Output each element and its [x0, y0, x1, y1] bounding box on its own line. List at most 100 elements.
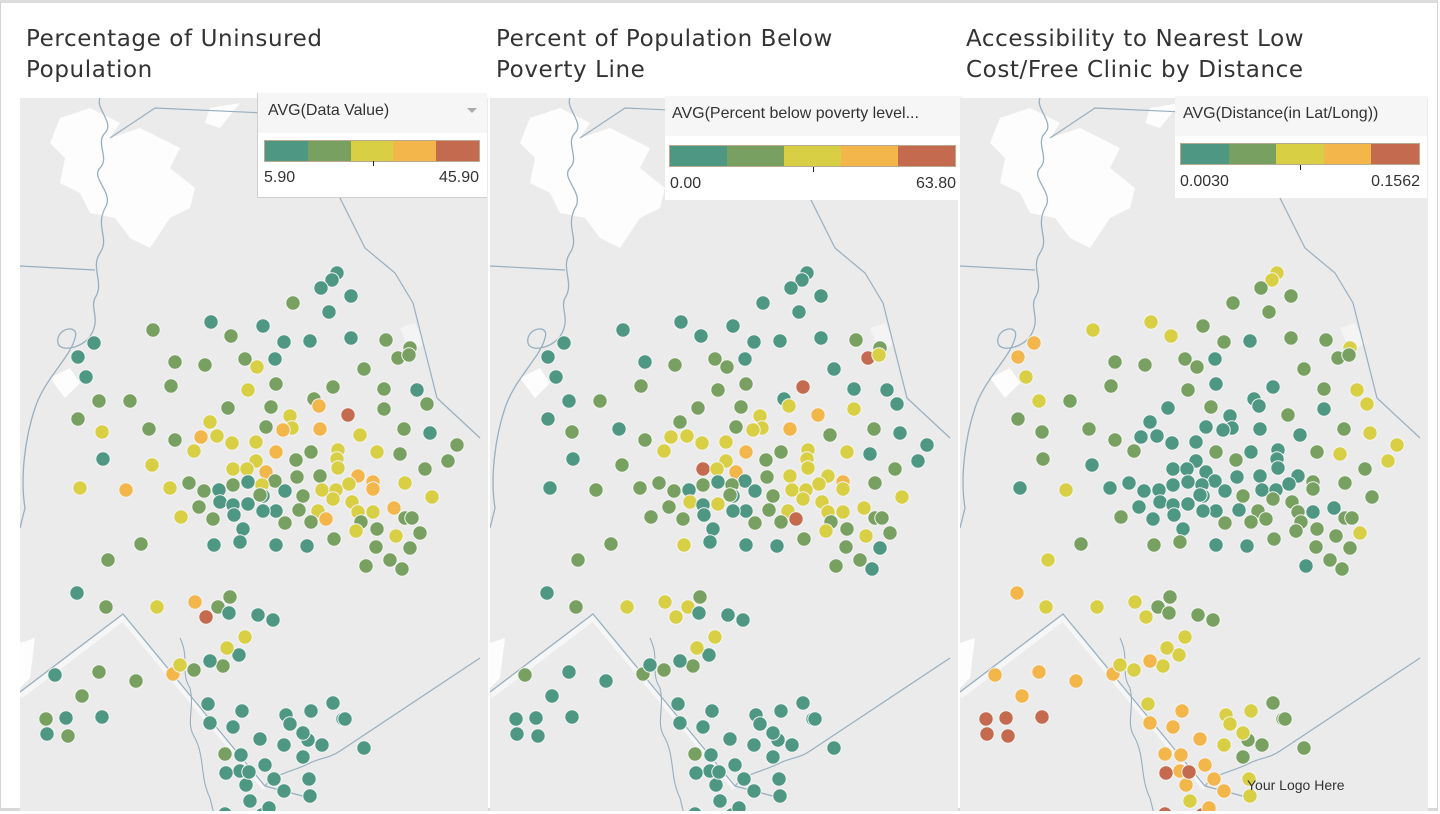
tract-point[interactable] [1334, 561, 1350, 577]
tract-point[interactable] [670, 696, 686, 712]
tract-point[interactable] [206, 537, 222, 553]
tract-point[interactable] [282, 716, 298, 732]
tract-point[interactable] [752, 716, 768, 732]
tract-point[interactable] [356, 740, 372, 756]
tract-point[interactable] [528, 710, 544, 726]
tract-point[interactable] [828, 558, 844, 574]
tract-point[interactable] [846, 401, 862, 417]
tract-point[interactable] [709, 461, 725, 477]
tract-point[interactable] [712, 793, 728, 809]
tract-point[interactable] [167, 354, 183, 370]
tract-point[interactable] [1342, 540, 1358, 556]
tract-point[interactable] [1328, 528, 1344, 544]
tract-point[interactable] [1241, 771, 1257, 787]
tract-point[interactable] [242, 793, 258, 809]
tract-point[interactable] [394, 561, 410, 577]
tract-point[interactable] [224, 435, 240, 451]
tract-point[interactable] [657, 594, 673, 610]
tract-point[interactable] [330, 460, 346, 476]
tract-point[interactable] [268, 537, 284, 553]
tract-point[interactable] [241, 764, 257, 780]
tract-point[interactable] [202, 715, 218, 731]
tract-point[interactable] [746, 737, 762, 753]
tract-point[interactable] [255, 503, 271, 519]
tract-point[interactable] [198, 609, 214, 625]
tract-point[interactable] [561, 664, 577, 680]
tract-point[interactable] [1177, 629, 1193, 645]
tract-point[interactable] [1137, 357, 1153, 373]
tract-point[interactable] [1243, 514, 1259, 530]
tract-point[interactable] [746, 783, 762, 799]
tract-point[interactable] [1242, 333, 1258, 349]
tract-point[interactable] [781, 398, 797, 414]
map-canvas[interactable] [960, 98, 1428, 811]
tract-point[interactable] [173, 509, 189, 525]
tract-point[interactable] [337, 711, 353, 727]
tract-point[interactable] [369, 521, 385, 537]
tract-point[interactable] [771, 771, 787, 787]
tract-point[interactable] [773, 444, 789, 460]
tract-point[interactable] [1207, 351, 1223, 367]
tract-point[interactable] [1309, 444, 1325, 460]
tract-point[interactable] [1173, 747, 1189, 763]
tract-point[interactable] [100, 552, 116, 568]
tract-point[interactable] [1180, 496, 1196, 512]
tract-point[interactable] [276, 334, 292, 350]
tract-point[interactable] [312, 468, 328, 484]
tract-point[interactable] [72, 480, 88, 496]
tract-point[interactable] [202, 653, 218, 669]
tract-point[interactable] [365, 504, 381, 520]
tract-point[interactable] [217, 806, 233, 811]
tract-point[interactable] [1179, 461, 1195, 477]
tract-point[interactable] [1254, 737, 1270, 753]
tract-point[interactable] [565, 451, 581, 467]
tract-point[interactable] [1243, 703, 1259, 719]
tract-point[interactable] [223, 328, 239, 344]
tract-point[interactable] [568, 599, 584, 615]
tract-point[interactable] [197, 357, 213, 373]
tract-point[interactable] [295, 725, 311, 741]
tract-point[interactable] [1127, 594, 1143, 610]
tract-point[interactable] [759, 469, 775, 485]
tract-point[interactable] [261, 800, 277, 811]
tract-point[interactable] [1171, 647, 1187, 663]
tract-point[interactable] [1266, 531, 1282, 547]
tract-point[interactable] [701, 647, 717, 663]
tract-point[interactable] [879, 382, 895, 398]
tract-point[interactable] [1152, 494, 1168, 510]
tract-point[interactable] [186, 662, 202, 678]
tract-point[interactable] [386, 500, 402, 516]
tract-point[interactable] [1172, 534, 1188, 550]
tract-point[interactable] [738, 444, 754, 460]
tract-point[interactable] [302, 788, 318, 804]
tract-point[interactable] [382, 552, 398, 568]
tract-point[interactable] [564, 424, 580, 440]
tract-point[interactable] [765, 725, 781, 741]
tract-point[interactable] [193, 429, 209, 445]
tract-point[interactable] [301, 771, 317, 787]
tract-point[interactable] [818, 523, 834, 539]
tract-point[interactable] [720, 607, 736, 623]
tract-point[interactable] [894, 489, 910, 505]
tract-point[interactable] [1081, 421, 1097, 437]
tract-point[interactable] [1107, 354, 1123, 370]
tract-point[interactable] [795, 491, 811, 507]
map-canvas[interactable] [490, 98, 958, 811]
tract-point[interactable] [70, 411, 86, 427]
tract-point[interactable] [710, 382, 726, 398]
tract-point[interactable] [144, 457, 160, 473]
tract-point[interactable] [632, 480, 648, 496]
tract-point[interactable] [782, 468, 798, 484]
tract-point[interactable] [205, 511, 221, 527]
tract-point[interactable] [772, 333, 788, 349]
tract-point[interactable] [735, 612, 751, 628]
tract-point[interactable] [773, 514, 789, 530]
tract-point[interactable] [289, 469, 305, 485]
tract-point[interactable] [673, 314, 689, 330]
tract-point[interactable] [268, 444, 284, 460]
tract-point[interactable] [722, 487, 738, 503]
tract-point[interactable] [167, 432, 183, 448]
tract-point[interactable] [200, 696, 216, 712]
tract-point[interactable] [858, 528, 874, 544]
tract-point[interactable] [239, 461, 255, 477]
